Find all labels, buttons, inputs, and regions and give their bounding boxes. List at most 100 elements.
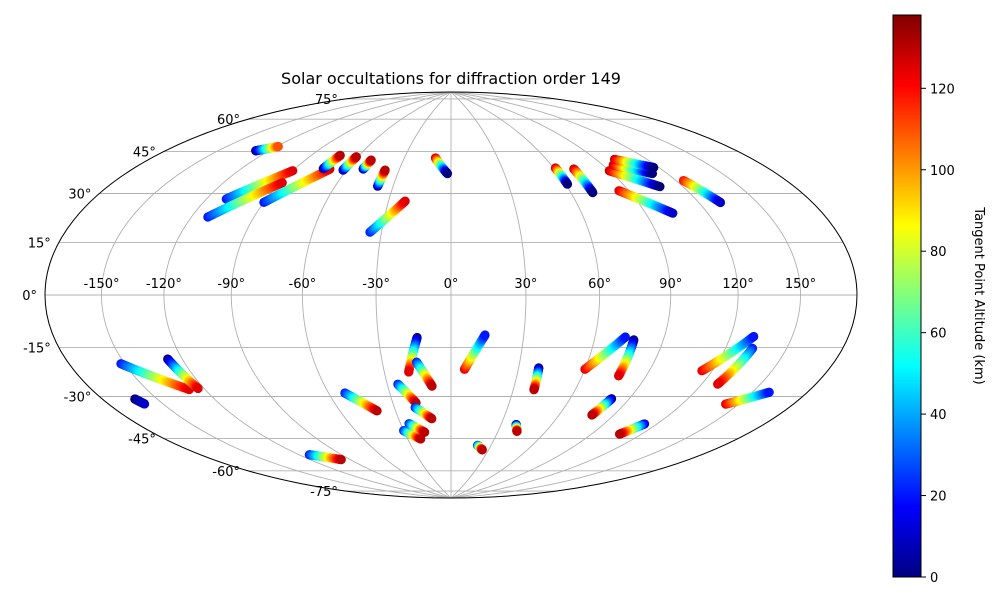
track-point (749, 331, 759, 342)
lon-tick-label: 150° (785, 277, 816, 292)
occultation-track (365, 196, 410, 237)
occultation-track (221, 166, 298, 204)
occultation-track (130, 394, 150, 409)
occultation-track (203, 178, 287, 222)
track-point (416, 434, 426, 444)
track-point (477, 445, 487, 455)
occultation-track (569, 164, 598, 198)
lon-tick-label: -30° (362, 277, 390, 292)
track-point (366, 155, 376, 165)
track-point (336, 454, 346, 465)
colorbar: 0 20 40 60 80 100 120 Tangent Point Altitude (… (892, 14, 986, 586)
occultation-track (163, 354, 203, 394)
track-point (404, 367, 414, 377)
track-point (400, 196, 410, 206)
track-point (614, 371, 624, 381)
occultation-track (614, 419, 650, 439)
lat-tick-label: -45° (128, 433, 156, 448)
occultation-track (304, 450, 346, 465)
occultation-track (614, 335, 639, 381)
lat-tick-label: 30° (68, 188, 91, 203)
lat-tick-label: 45° (133, 146, 156, 161)
colorbar-ticks: 0 20 40 60 80 100 120 (921, 82, 955, 586)
occultation-track (721, 387, 774, 409)
occultation-track (373, 165, 390, 191)
occultation-track (251, 141, 283, 156)
chart-title: Solar occultations for diffraction order… (281, 69, 621, 88)
track-point (351, 152, 361, 162)
track-point (713, 379, 723, 389)
track-point (529, 385, 539, 395)
track-point (420, 427, 430, 437)
track-point (620, 332, 630, 342)
track-point (335, 150, 345, 160)
lon-tick-label: 120° (722, 277, 753, 292)
lat-tick-label: 60° (217, 113, 240, 128)
track-point (139, 399, 150, 409)
occultation-track (259, 164, 335, 207)
occultation-track (399, 426, 426, 444)
occultation-track (393, 379, 421, 408)
track-point (193, 383, 203, 394)
lat-tick-label: 75° (315, 93, 338, 108)
occultation-track (697, 331, 759, 376)
track-point (764, 387, 774, 397)
occultation-track (358, 155, 376, 174)
colorbar-tick-label: 100 (930, 164, 955, 179)
colorbar-tick-label: 40 (930, 408, 947, 423)
lon-tick-label: 30° (514, 277, 537, 292)
lon-tick-label: -150° (83, 277, 119, 292)
lat-tick-label: -60° (212, 465, 240, 480)
occultation-track (587, 394, 617, 420)
track-point (655, 182, 665, 192)
track-point (427, 381, 437, 391)
colorbar-bar (892, 14, 922, 578)
colorbar-label: Tangent Point Altitude (km) (971, 206, 986, 384)
occultation-track (713, 343, 758, 389)
track-point (288, 166, 298, 176)
track-point (562, 179, 573, 189)
longitude-tick-labels: -150° -120° -90° -60° -30° 0° 30° 60° 90° 120° 150… (83, 277, 816, 292)
track-point (588, 188, 598, 198)
track-point (512, 426, 522, 437)
colorbar-tick-label: 60 (930, 327, 947, 342)
lon-tick-label: -60° (289, 277, 317, 292)
lat-tick-label: -30° (64, 391, 92, 406)
occultation-track (318, 150, 345, 174)
track-point (427, 414, 437, 424)
lon-tick-label: -90° (217, 277, 245, 292)
lon-tick-label: 0° (444, 277, 459, 292)
occultation-track (580, 332, 630, 374)
track-point (649, 162, 659, 173)
lat-tick-label: 15° (28, 237, 51, 252)
colorbar-tick-label: 20 (930, 490, 947, 505)
occultation-track (411, 357, 437, 391)
lon-tick-label: -120° (146, 277, 182, 292)
colorbar-tick-label: 0 (930, 571, 938, 586)
occultation-track (410, 402, 437, 424)
globe-outline (44, 91, 858, 499)
track-point (668, 208, 678, 218)
occultation-track (529, 363, 544, 395)
occultation-track (340, 388, 382, 416)
lon-tick-label: 60° (588, 277, 611, 292)
occultation-track (459, 330, 490, 374)
track-point (614, 429, 625, 439)
occultation-track (604, 166, 665, 192)
lat-tick-label: -15° (23, 342, 51, 357)
occultation-track (473, 440, 487, 455)
occultation-track (404, 419, 430, 437)
colorbar-tick-label: 120 (930, 82, 955, 97)
lon-tick-label: 90° (659, 277, 682, 292)
track-point (380, 165, 390, 175)
graticule (45, 92, 857, 498)
occultation-track (430, 153, 453, 179)
occultation-track (338, 152, 361, 175)
occultation-track (511, 419, 522, 437)
occultation-track (678, 175, 726, 208)
track-point (442, 169, 453, 179)
lat-tick-label: 0° (22, 289, 37, 304)
track-point (715, 197, 726, 208)
track-point (277, 178, 287, 188)
